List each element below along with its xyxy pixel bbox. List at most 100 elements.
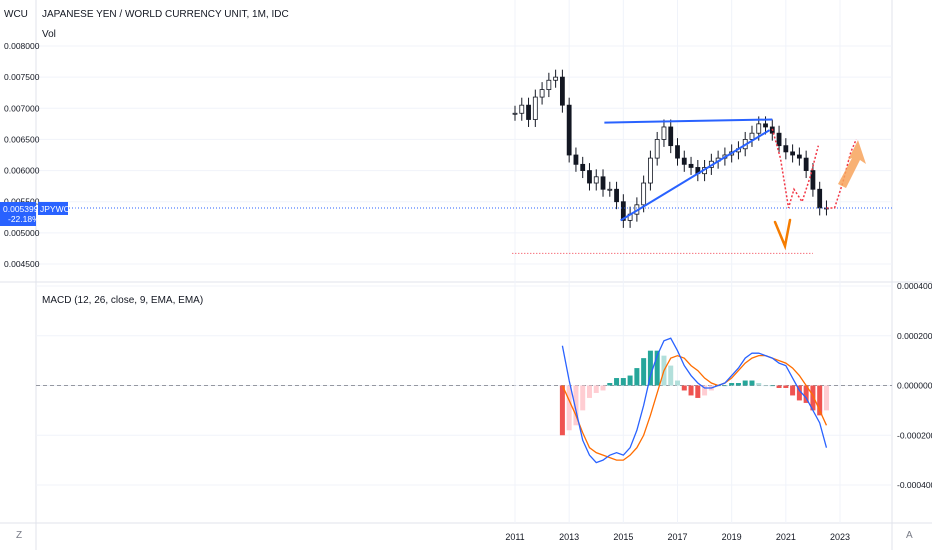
candle-body <box>654 139 660 159</box>
macd-histogram-bar <box>749 380 755 386</box>
candle-body <box>688 163 694 168</box>
macd-lines <box>561 337 828 464</box>
time-tick-label: 2023 <box>830 532 850 542</box>
macd-histogram-bar <box>681 385 687 391</box>
candle-body <box>600 176 606 190</box>
candle-body <box>532 96 538 120</box>
macd-histogram-bar <box>810 385 816 411</box>
macd-grid <box>36 285 892 486</box>
macd-histogram-bar <box>763 385 769 387</box>
macd-histogram-bar <box>566 385 572 431</box>
macd-histogram-bar <box>627 375 633 386</box>
macd-histogram-bar <box>600 385 606 391</box>
auto-scale-right-button[interactable]: A <box>906 530 913 541</box>
macd-histogram-bar <box>586 385 592 398</box>
price-tick-label: 0.004500 <box>4 259 40 269</box>
candle-body <box>790 151 796 156</box>
price-tick-label: 0.006000 <box>4 166 40 176</box>
macd-histogram-bar <box>756 383 762 386</box>
candle-body <box>749 132 755 140</box>
annotations <box>36 118 892 254</box>
macd-histogram-bar <box>620 378 626 386</box>
macd-histogram-bar <box>776 385 782 388</box>
candle-body <box>817 188 823 209</box>
macd-histogram-bar <box>769 385 775 387</box>
macd-tick-label: -0.000400 <box>897 480 932 490</box>
chart-title: JAPANESE YEN / WORLD CURRENCY UNIT, 1M, … <box>42 9 289 20</box>
macd-histogram-bar <box>702 385 708 396</box>
time-axis: 2011 2013 2015 2017 2019 2021 2023 <box>505 0 850 542</box>
candle-body <box>546 79 552 90</box>
macd-histogram-bar <box>742 380 748 386</box>
candle-body <box>539 89 545 98</box>
macd-histogram-bar <box>817 385 823 416</box>
symbol-tag-label: JPYWCU <box>40 204 76 214</box>
macd-tick-label: 0.000200 <box>897 331 932 341</box>
candle-body <box>803 157 809 171</box>
macd-histogram-bar <box>783 385 789 388</box>
candle-body <box>587 170 592 184</box>
currency-code-label: WCU <box>4 9 28 20</box>
macd-histogram-bar <box>823 385 829 411</box>
price-tick-label: 0.007500 <box>4 72 40 82</box>
candle-body <box>559 76 565 106</box>
candle-body <box>648 157 653 184</box>
macd-histogram-bar <box>668 365 674 386</box>
candle-body <box>512 112 518 115</box>
current-price-marker: 0.005399 -22.18% JPYWCU <box>0 202 76 226</box>
macd-histogram-bar <box>796 385 802 401</box>
macd-histogram-bar <box>634 368 640 386</box>
v-mark <box>773 218 792 251</box>
current-price-value: 0.005399 <box>3 204 39 214</box>
price-tick-label: 0.008000 <box>4 41 40 51</box>
time-tick-label: 2017 <box>667 532 687 542</box>
time-tick-label: 2021 <box>776 532 796 542</box>
macd-histogram-bar <box>729 383 735 386</box>
time-tick-label: 2011 <box>505 532 524 542</box>
price-tick-label: 0.006500 <box>4 134 40 144</box>
lower-trendline[interactable] <box>620 129 771 222</box>
candle-body <box>776 132 782 147</box>
macd-line <box>561 337 828 464</box>
macd-label: MACD (12, 26, close, 9, EMA, EMA) <box>42 295 203 306</box>
candle-body <box>783 145 789 153</box>
macd-histogram-bar <box>722 385 728 387</box>
upper-trendline[interactable] <box>604 118 773 124</box>
candle-body <box>593 176 599 184</box>
macd-histogram-bar <box>695 385 701 398</box>
candle-body <box>668 126 674 147</box>
price-tick-label: 0.005500 <box>4 197 40 207</box>
macd-tick-label: -0.000200 <box>897 430 932 440</box>
macd-histogram-bar <box>735 383 741 386</box>
candle-body <box>620 201 626 221</box>
candle-body <box>566 104 572 156</box>
candle-body <box>573 154 579 165</box>
candle-body <box>756 123 762 134</box>
candle-body <box>553 76 559 81</box>
symbol-tag <box>38 202 68 215</box>
candle-body <box>661 126 667 140</box>
macd-histogram-bar <box>580 385 586 411</box>
candle-body <box>519 104 525 114</box>
price-axis: 0.008000 0.007500 0.007000 0.006500 0.006000… <box>4 41 40 269</box>
macd-histogram-bar <box>573 385 579 426</box>
candle-body <box>607 188 613 191</box>
macd-histogram-bar <box>614 378 620 386</box>
macd-histogram-bar <box>593 385 599 393</box>
macd-tick-label: 0.000400 <box>897 281 932 291</box>
macd-histogram <box>559 350 829 436</box>
macd-histogram-bar <box>790 385 796 396</box>
projection-path[interactable] <box>771 128 820 209</box>
price-tick-label: 0.005000 <box>4 228 40 238</box>
projection-path-2[interactable] <box>826 139 857 209</box>
candle-body <box>526 104 531 120</box>
volume-label: Vol <box>42 29 56 40</box>
macd-histogram-bar <box>607 383 613 386</box>
auto-scale-left-button[interactable]: Z <box>16 530 22 541</box>
macd-tick-label: 0.000000 <box>897 381 932 391</box>
candle-body <box>763 123 768 128</box>
macd-axis: 0.000400 0.000200 0.000000 -0.000200 -0.0004… <box>897 281 932 490</box>
